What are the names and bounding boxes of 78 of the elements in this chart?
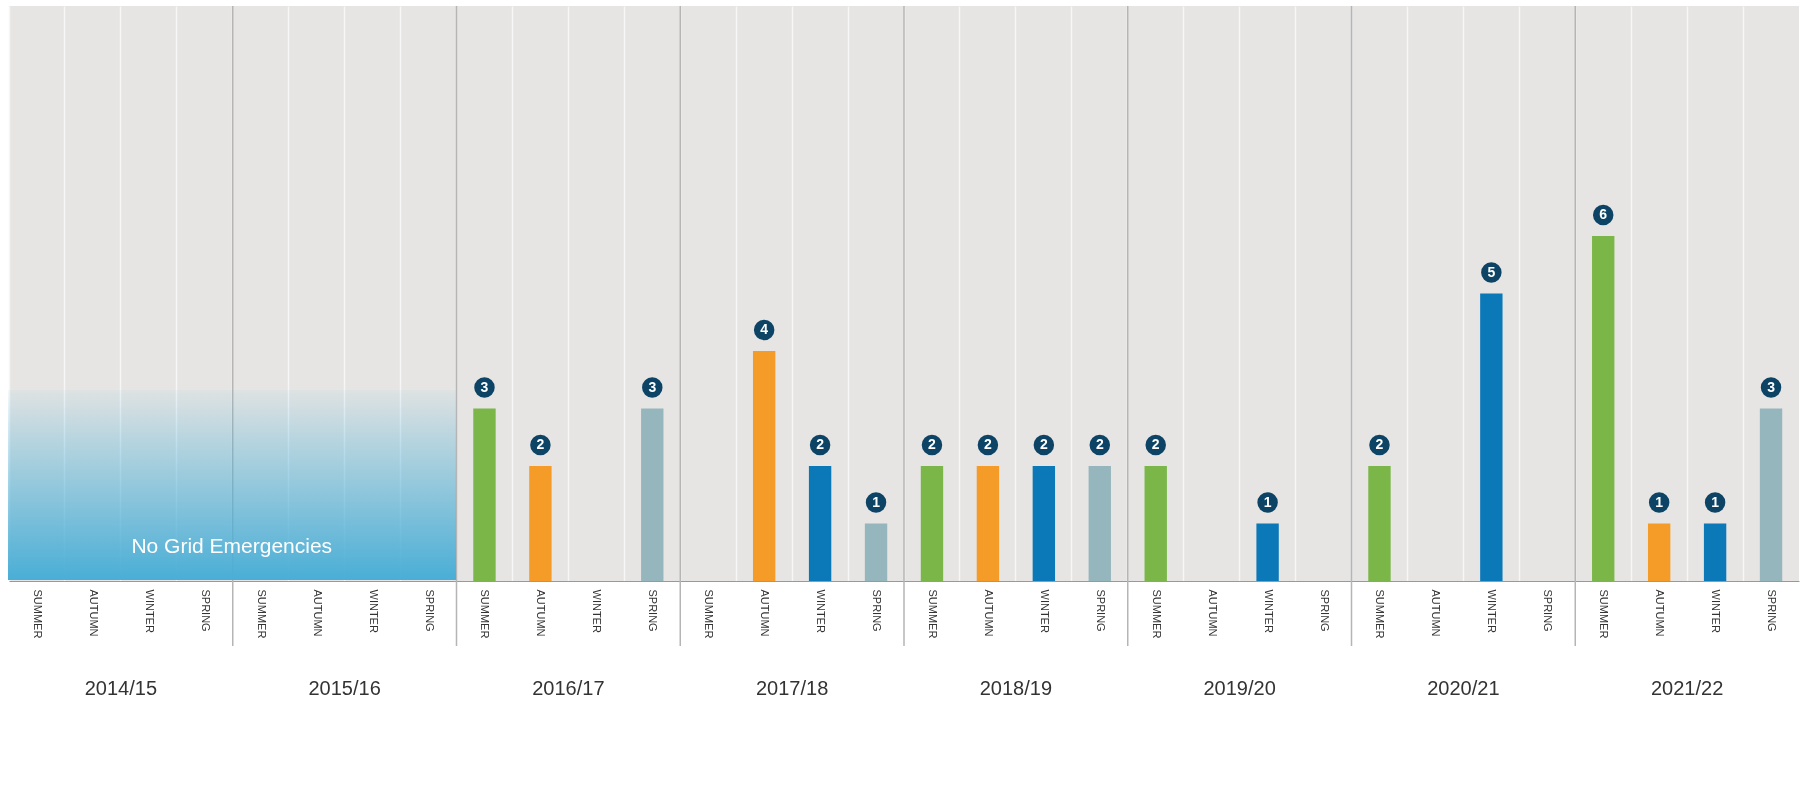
x-tick-label: SUMMER bbox=[31, 589, 44, 639]
x-tick-label: WINTER bbox=[143, 589, 156, 633]
bar bbox=[920, 466, 944, 581]
x-tick-label: SUMMER bbox=[1598, 589, 1611, 639]
data-label: 4 bbox=[760, 321, 769, 337]
x-tick-label: SPRING bbox=[1542, 589, 1555, 632]
bar bbox=[1144, 466, 1167, 581]
bar bbox=[1032, 466, 1056, 581]
bar bbox=[808, 466, 832, 581]
data-label: 2 bbox=[536, 436, 545, 452]
x-tick-label: WINTER bbox=[1038, 589, 1051, 633]
x-tick-label: SUMMER bbox=[1374, 589, 1387, 639]
text: 2019/20 bbox=[1203, 677, 1276, 699]
data-label: 1 bbox=[1655, 493, 1664, 510]
data-label: 3 bbox=[1767, 378, 1776, 395]
x-tick-label: SPRING bbox=[1318, 589, 1331, 632]
bar bbox=[1759, 408, 1783, 581]
x-tick-label: AUTUMN bbox=[1206, 589, 1219, 637]
data-label: 6 bbox=[1599, 206, 1608, 222]
x-tick-label: SPRING bbox=[1766, 589, 1779, 632]
x-tick-label: SPRING bbox=[423, 589, 436, 632]
x-tick-label: AUTUMN bbox=[311, 589, 324, 637]
bar bbox=[1088, 466, 1111, 581]
bar bbox=[473, 408, 496, 581]
x-tick-label: SUMMER bbox=[1150, 589, 1163, 639]
bar bbox=[1368, 466, 1391, 581]
x-tick-label: AUTUMN bbox=[759, 589, 772, 637]
x-tick-label: AUTUMN bbox=[87, 589, 100, 637]
x-tick-label: AUTUMN bbox=[1654, 589, 1667, 637]
annotation: No Grid Emergencies bbox=[131, 534, 333, 558]
data-label: 3 bbox=[648, 378, 657, 395]
x-tick-label: SUMMER bbox=[255, 589, 268, 639]
bar bbox=[976, 466, 1000, 581]
text: 2014/15 bbox=[84, 677, 158, 699]
data-label: 2 bbox=[1375, 436, 1384, 452]
data-label: 2 bbox=[1151, 436, 1160, 452]
text: 2015/16 bbox=[308, 677, 381, 699]
data-label: 2 bbox=[1039, 436, 1048, 452]
x-tick-label: SPRING bbox=[199, 589, 212, 632]
x-tick-label: SUMMER bbox=[479, 589, 492, 639]
x-tick-label: WINTER bbox=[1710, 589, 1723, 633]
text: 2020/21 bbox=[1427, 677, 1500, 699]
x-tick-label: WINTER bbox=[1262, 589, 1275, 633]
data-label: 2 bbox=[816, 436, 825, 452]
x-tick-label: AUTUMN bbox=[982, 589, 995, 637]
x-tick-label: AUTUMN bbox=[1430, 589, 1443, 637]
data-label: 2 bbox=[928, 436, 937, 452]
bar bbox=[529, 466, 552, 581]
shaded-panel: No Grid Emergencies bbox=[8, 390, 456, 580]
text: 2018/19 bbox=[979, 677, 1053, 699]
bar bbox=[1703, 523, 1727, 581]
data-label: 5 bbox=[1487, 263, 1496, 280]
bar bbox=[641, 408, 664, 581]
x-tick-label: WINTER bbox=[367, 589, 380, 633]
x-tick-label: SPRING bbox=[871, 589, 884, 632]
bar bbox=[1647, 523, 1671, 581]
bar bbox=[1592, 236, 1615, 581]
data-label: 1 bbox=[1711, 493, 1720, 510]
bar bbox=[1480, 293, 1503, 581]
data-label: 2 bbox=[984, 436, 993, 452]
text: 2021/22 bbox=[1650, 677, 1724, 699]
data-label: 3 bbox=[480, 378, 489, 395]
data-label: 2 bbox=[1095, 436, 1104, 452]
bar bbox=[752, 351, 776, 581]
bar bbox=[1256, 523, 1279, 581]
data-label: 1 bbox=[1263, 493, 1272, 510]
x-tick-label: WINTER bbox=[1486, 589, 1499, 633]
x-tick-label: AUTUMN bbox=[535, 589, 548, 637]
text: 2017/18 bbox=[755, 677, 829, 699]
x-tick-label: WINTER bbox=[815, 589, 828, 633]
x-tick-label: WINTER bbox=[591, 589, 604, 633]
x-tick-label: SUMMER bbox=[926, 589, 939, 639]
bar bbox=[864, 523, 888, 581]
x-tick-label: SPRING bbox=[647, 589, 660, 632]
text: 2016/17 bbox=[532, 677, 605, 699]
x-tick-label: SUMMER bbox=[703, 589, 716, 639]
data-label: 1 bbox=[872, 493, 881, 510]
x-tick-label: SPRING bbox=[1094, 589, 1107, 632]
